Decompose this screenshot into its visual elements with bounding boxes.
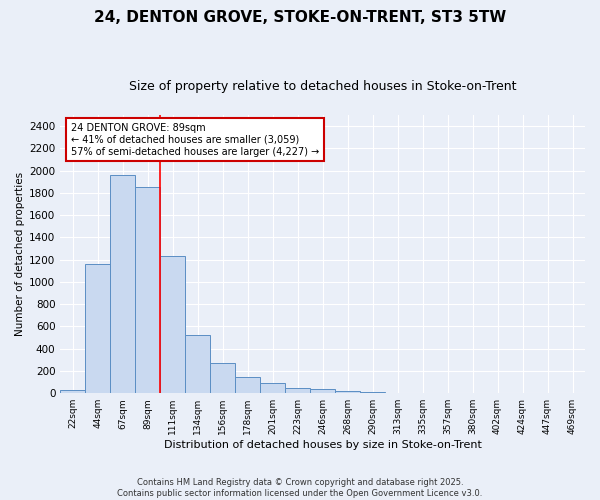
Bar — [385, 392, 410, 393]
Y-axis label: Number of detached properties: Number of detached properties — [15, 172, 25, 336]
Bar — [260, 383, 285, 393]
X-axis label: Distribution of detached houses by size in Stoke-on-Trent: Distribution of detached houses by size … — [164, 440, 482, 450]
Bar — [335, 391, 360, 393]
Bar — [285, 388, 310, 393]
Bar — [110, 175, 135, 393]
Bar — [60, 390, 85, 393]
Bar — [160, 256, 185, 393]
Text: 24, DENTON GROVE, STOKE-ON-TRENT, ST3 5TW: 24, DENTON GROVE, STOKE-ON-TRENT, ST3 5T… — [94, 10, 506, 25]
Bar — [410, 392, 435, 393]
Title: Size of property relative to detached houses in Stoke-on-Trent: Size of property relative to detached ho… — [129, 80, 517, 93]
Bar — [135, 187, 160, 393]
Bar — [360, 392, 385, 393]
Text: 24 DENTON GROVE: 89sqm
← 41% of detached houses are smaller (3,059)
57% of semi-: 24 DENTON GROVE: 89sqm ← 41% of detached… — [71, 124, 319, 156]
Bar — [235, 376, 260, 393]
Bar — [310, 389, 335, 393]
Bar — [185, 336, 210, 393]
Text: Contains HM Land Registry data © Crown copyright and database right 2025.
Contai: Contains HM Land Registry data © Crown c… — [118, 478, 482, 498]
Bar — [210, 362, 235, 393]
Bar — [85, 264, 110, 393]
